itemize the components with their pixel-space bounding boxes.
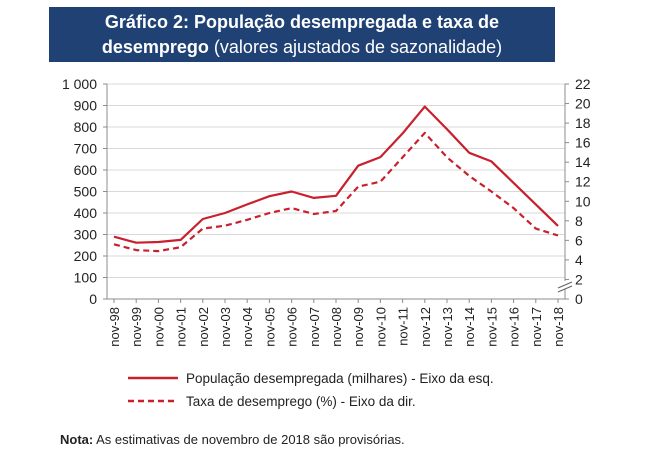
x-tick-label: nov-14 (462, 307, 477, 347)
y-right-tick-label: 14 (575, 154, 591, 170)
x-tick-label: nov-00 (151, 307, 166, 347)
chart-title-box: Gráfico 2: População desempregada e taxa… (49, 7, 555, 62)
y-left-tick-label: 300 (74, 227, 98, 243)
y-left-tick-label: 0 (89, 291, 97, 307)
footnote: Nota: As estimativas de novembro de 2018… (60, 432, 405, 447)
x-tick-label: nov-09 (351, 307, 366, 347)
y-left-tick-label: 100 (74, 270, 98, 286)
y-right-tick-label: 20 (575, 96, 591, 112)
x-tick-label: nov-18 (551, 307, 566, 347)
x-tick-label: nov-04 (240, 307, 255, 347)
y-right-tick-label: 0 (575, 291, 583, 307)
x-tick-label: nov-07 (307, 307, 322, 347)
legend-label: População desempregada (milhares) - Eixo… (186, 371, 494, 386)
y-right-tick-label: 12 (575, 174, 591, 190)
series-line-unemployed-population (113, 105, 559, 244)
y-right-tick-label: 18 (575, 115, 591, 131)
y-left-tick-label: 200 (74, 248, 98, 264)
x-tick-label: nov-03 (218, 307, 233, 347)
y-right-tick-label: 10 (575, 193, 591, 209)
chart-title: Gráfico 2: População desempregada e taxa… (104, 12, 500, 32)
y-right-tick-label: 4 (575, 252, 583, 268)
y-left-tick-label: 600 (74, 162, 98, 178)
x-tick-label: nov-98 (107, 307, 122, 347)
footnote-text: As estimativas de novembro de 2018 são p… (93, 432, 405, 447)
y-left-tick-label: 700 (74, 141, 98, 157)
chart-subtitle: desemprego (valores ajustados de sazonal… (49, 37, 555, 58)
y-left-tick-label: 1 000 (62, 76, 97, 92)
x-tick-label: nov-16 (507, 307, 522, 347)
y-left-tick-label: 400 (74, 205, 98, 221)
y-left-tick-label: 900 (74, 98, 98, 114)
x-tick-label: nov-10 (373, 307, 388, 347)
x-tick-label: nov-08 (329, 307, 344, 347)
x-tick-label: nov-12 (418, 307, 433, 347)
x-tick-label: nov-02 (196, 307, 211, 347)
y-left-tick-label: 800 (74, 119, 98, 135)
x-tick-label: nov-05 (262, 307, 277, 347)
footnote-label: Nota: (60, 432, 94, 447)
x-tick-label: nov-01 (174, 307, 189, 347)
y-right-tick-label: 8 (575, 213, 583, 229)
y-right-tick-label: 6 (575, 232, 583, 248)
axis-break-mark (557, 285, 573, 293)
x-tick-label: nov-15 (484, 307, 499, 347)
x-tick-label: nov-13 (440, 307, 455, 347)
y-right-tick-label: 22 (575, 76, 591, 92)
x-tick-label: nov-17 (529, 307, 544, 347)
legend-label: Taxa de desemprego (%) - Eixo da dir. (186, 394, 416, 409)
x-tick-label: nov-06 (285, 307, 300, 347)
y-left-tick-label: 500 (74, 184, 98, 200)
x-tick-label: nov-11 (396, 307, 411, 346)
x-tick-label: nov-99 (129, 307, 144, 347)
chart-subtitle-rest: (valores ajustados de sazonalidade) (208, 37, 503, 57)
series-line-unemployment-rate (113, 131, 559, 253)
chart-subtitle-bold: desemprego (101, 37, 209, 57)
axis-break-mark (557, 281, 573, 289)
y-right-tick-label: 16 (575, 135, 591, 151)
y-right-tick-label: 2 (575, 271, 583, 287)
